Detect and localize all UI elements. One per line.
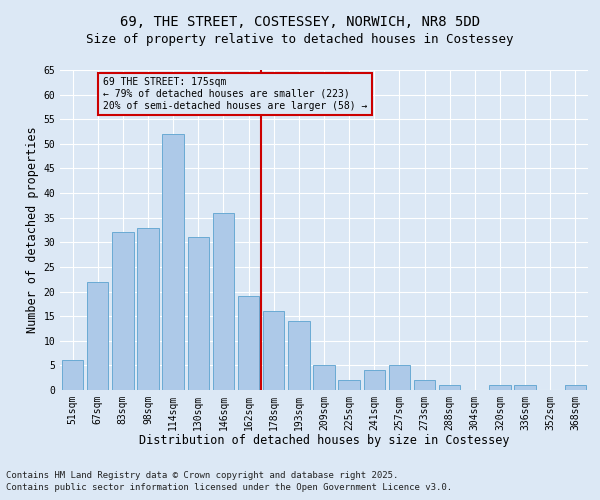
Bar	[514, 385, 536, 390]
Text: Size of property relative to detached houses in Costessey: Size of property relative to detached ho…	[86, 32, 514, 46]
Bar	[112, 232, 134, 390]
Bar	[137, 228, 158, 390]
Text: Contains public sector information licensed under the Open Government Licence v3: Contains public sector information licen…	[6, 484, 452, 492]
Bar	[490, 385, 511, 390]
Bar	[213, 213, 234, 390]
Bar	[188, 238, 209, 390]
Text: Contains HM Land Registry data © Crown copyright and database right 2025.: Contains HM Land Registry data © Crown c…	[6, 471, 398, 480]
Text: 69 THE STREET: 175sqm
← 79% of detached houses are smaller (223)
20% of semi-det: 69 THE STREET: 175sqm ← 79% of detached …	[103, 78, 367, 110]
Bar	[87, 282, 109, 390]
Bar	[163, 134, 184, 390]
Bar	[439, 385, 460, 390]
Bar	[364, 370, 385, 390]
Bar	[389, 366, 410, 390]
Bar	[288, 321, 310, 390]
Bar	[313, 366, 335, 390]
X-axis label: Distribution of detached houses by size in Costessey: Distribution of detached houses by size …	[139, 434, 509, 448]
Bar	[338, 380, 360, 390]
Bar	[414, 380, 435, 390]
Y-axis label: Number of detached properties: Number of detached properties	[26, 126, 39, 334]
Bar	[238, 296, 259, 390]
Text: 69, THE STREET, COSTESSEY, NORWICH, NR8 5DD: 69, THE STREET, COSTESSEY, NORWICH, NR8 …	[120, 15, 480, 29]
Bar	[565, 385, 586, 390]
Bar	[62, 360, 83, 390]
Bar	[263, 311, 284, 390]
